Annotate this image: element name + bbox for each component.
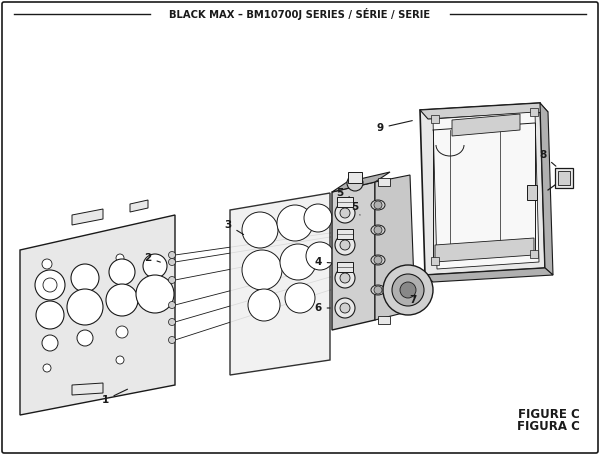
Circle shape xyxy=(277,205,313,241)
Polygon shape xyxy=(375,175,415,320)
Polygon shape xyxy=(72,209,103,225)
Bar xyxy=(378,316,390,324)
Circle shape xyxy=(335,203,355,223)
Text: BLACK MAX – BM10700J SERIES / SÉRIE / SERIE: BLACK MAX – BM10700J SERIES / SÉRIE / SE… xyxy=(169,8,431,20)
Circle shape xyxy=(335,268,355,288)
Text: 6: 6 xyxy=(314,303,330,313)
Bar xyxy=(527,185,537,200)
Circle shape xyxy=(169,337,176,344)
Bar xyxy=(555,168,573,188)
Circle shape xyxy=(392,274,424,306)
Polygon shape xyxy=(420,103,545,275)
Circle shape xyxy=(169,258,176,266)
Polygon shape xyxy=(72,383,103,395)
Circle shape xyxy=(42,259,52,269)
Circle shape xyxy=(306,242,334,270)
Circle shape xyxy=(340,208,350,218)
Circle shape xyxy=(169,302,176,308)
Bar xyxy=(337,262,353,272)
Circle shape xyxy=(304,204,332,232)
Ellipse shape xyxy=(371,225,385,235)
Circle shape xyxy=(116,326,128,338)
Bar xyxy=(337,229,353,239)
Circle shape xyxy=(169,277,176,283)
Circle shape xyxy=(36,301,64,329)
Ellipse shape xyxy=(371,285,385,295)
Circle shape xyxy=(136,275,174,313)
Bar xyxy=(530,250,538,258)
Polygon shape xyxy=(420,103,548,119)
Circle shape xyxy=(169,318,176,325)
Circle shape xyxy=(116,254,124,262)
Polygon shape xyxy=(433,112,539,269)
Text: FIGURE C: FIGURE C xyxy=(518,408,580,421)
Circle shape xyxy=(42,335,58,351)
Circle shape xyxy=(383,265,433,315)
Polygon shape xyxy=(230,193,330,375)
Circle shape xyxy=(109,259,135,285)
Circle shape xyxy=(143,254,167,278)
Polygon shape xyxy=(332,172,390,192)
Circle shape xyxy=(374,201,382,209)
Text: 1: 1 xyxy=(101,389,127,405)
Circle shape xyxy=(280,244,316,280)
Text: 8: 8 xyxy=(539,150,556,166)
Polygon shape xyxy=(540,103,553,275)
Circle shape xyxy=(116,356,124,364)
Circle shape xyxy=(374,226,382,234)
Polygon shape xyxy=(425,268,553,282)
Circle shape xyxy=(340,303,350,313)
Circle shape xyxy=(335,298,355,318)
Ellipse shape xyxy=(371,255,385,265)
Circle shape xyxy=(400,282,416,298)
Text: 4: 4 xyxy=(314,257,331,267)
Text: 3: 3 xyxy=(224,220,244,235)
Text: 9: 9 xyxy=(376,121,412,133)
Bar xyxy=(348,172,362,183)
Circle shape xyxy=(169,252,176,258)
Circle shape xyxy=(77,330,93,346)
Text: FIGURA C: FIGURA C xyxy=(517,420,580,433)
Bar xyxy=(530,108,538,116)
Bar xyxy=(337,197,353,207)
Circle shape xyxy=(43,364,51,372)
Ellipse shape xyxy=(371,200,385,210)
Circle shape xyxy=(43,278,57,292)
Circle shape xyxy=(106,284,138,316)
Polygon shape xyxy=(332,182,375,330)
Circle shape xyxy=(285,283,315,313)
Bar xyxy=(431,115,439,123)
Text: 2: 2 xyxy=(145,253,160,263)
Text: 7: 7 xyxy=(409,295,416,305)
Bar xyxy=(558,171,570,185)
Circle shape xyxy=(71,264,99,292)
Circle shape xyxy=(335,235,355,255)
Circle shape xyxy=(340,240,350,250)
Bar xyxy=(431,257,439,265)
Polygon shape xyxy=(435,238,534,262)
Polygon shape xyxy=(452,114,520,136)
Bar xyxy=(378,178,390,186)
Circle shape xyxy=(340,273,350,283)
Circle shape xyxy=(67,289,103,325)
Circle shape xyxy=(347,175,363,191)
Text: 5: 5 xyxy=(337,188,349,198)
Circle shape xyxy=(374,256,382,264)
Text: 5: 5 xyxy=(352,202,360,215)
Polygon shape xyxy=(20,215,175,415)
Circle shape xyxy=(242,250,282,290)
Circle shape xyxy=(374,286,382,294)
Polygon shape xyxy=(130,200,148,212)
Circle shape xyxy=(35,270,65,300)
Circle shape xyxy=(248,289,280,321)
Circle shape xyxy=(242,212,278,248)
